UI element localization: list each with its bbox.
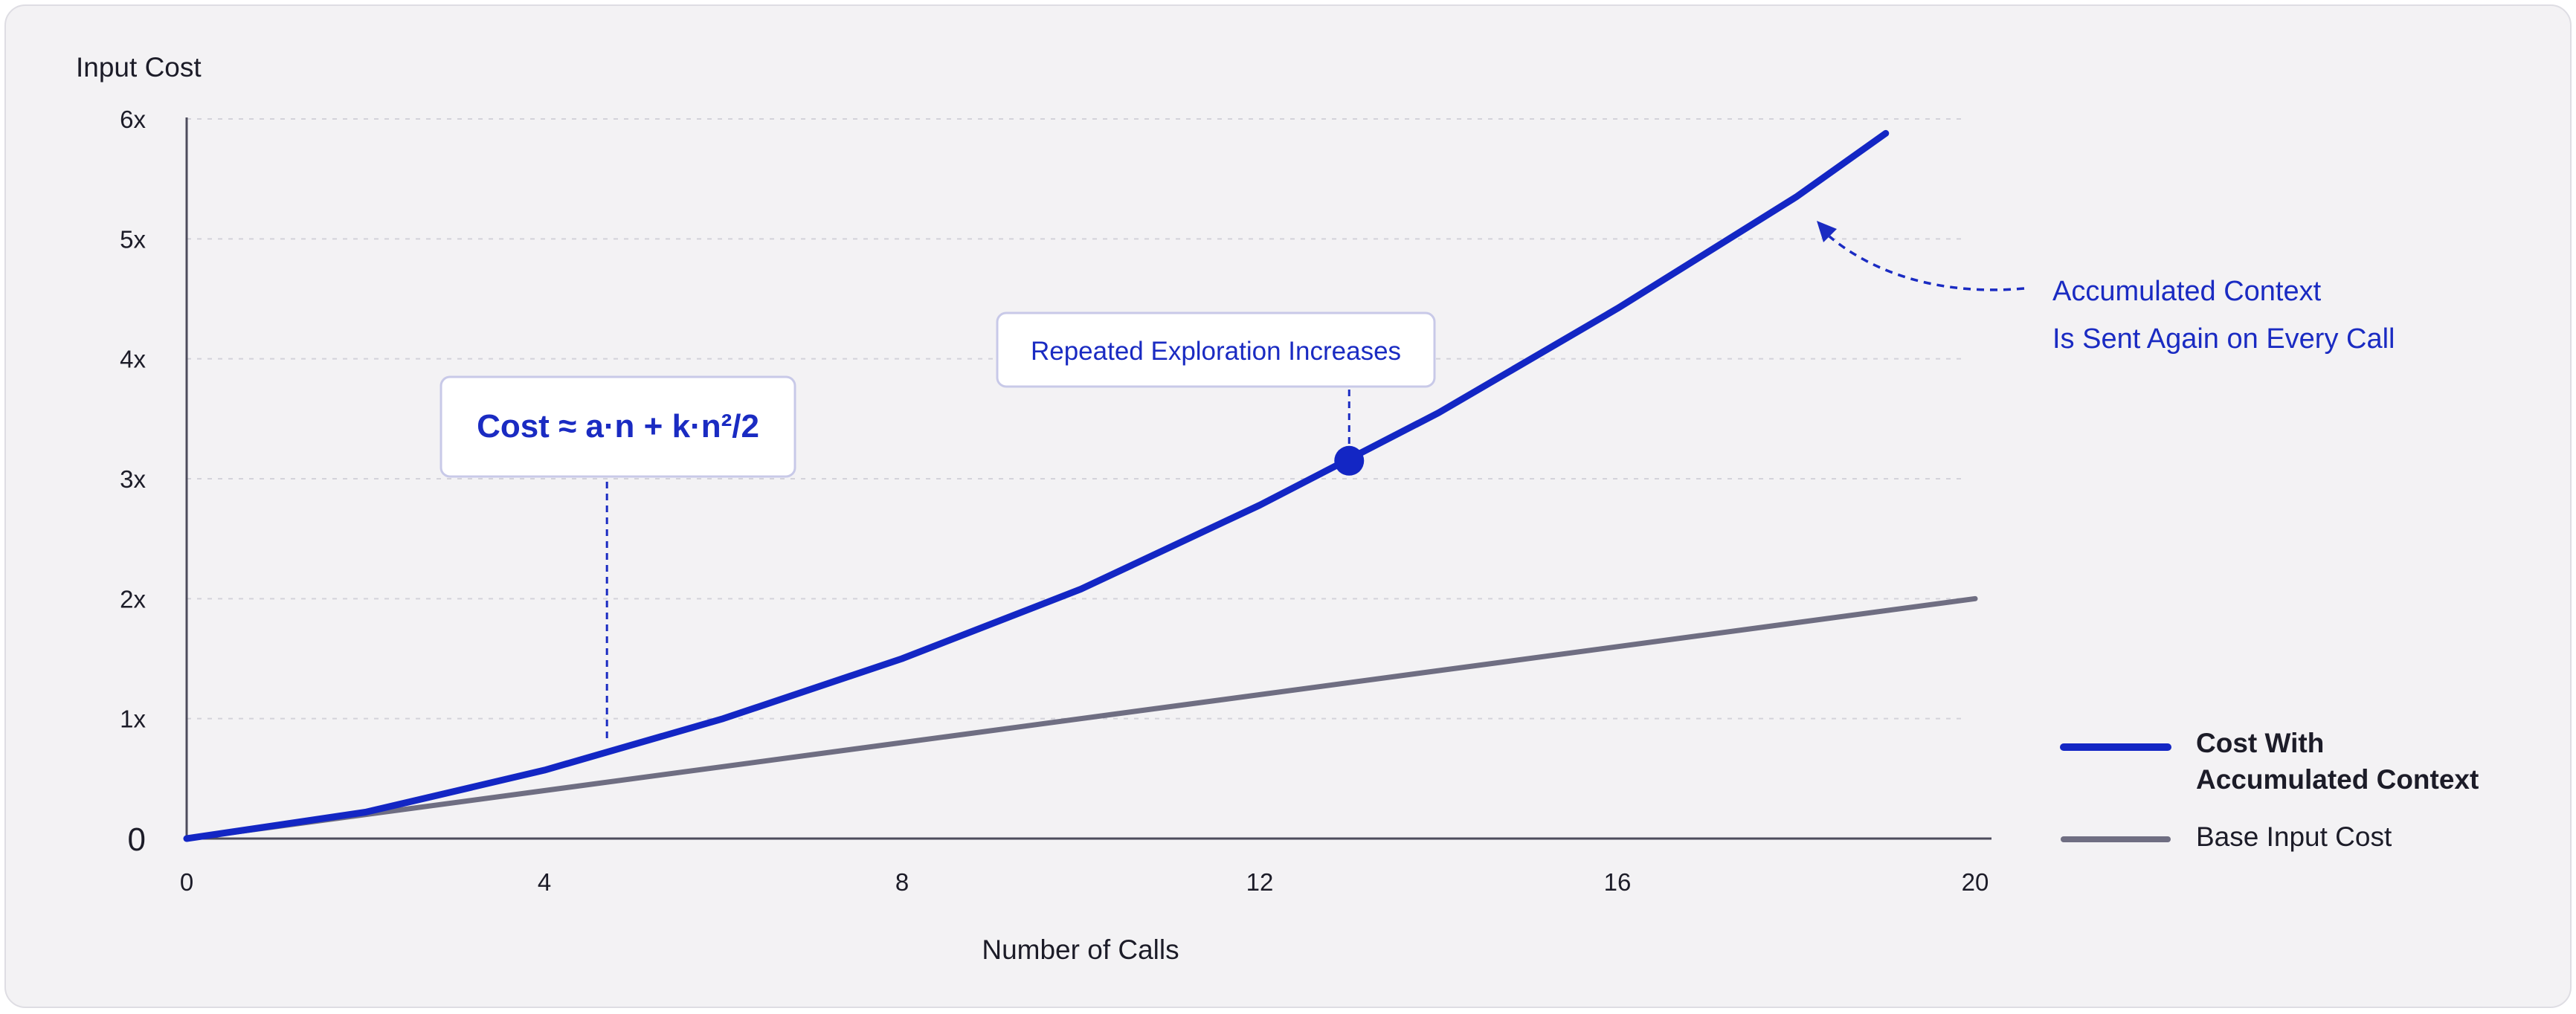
annotations: Cost ≈ a·n + k·n²/2 Repeated Exploration …	[439, 221, 2395, 741]
y-tick-label: 1x	[120, 705, 146, 733]
x-tick-label: 20	[1962, 868, 1989, 896]
y-tick-label: 4x	[120, 346, 146, 373]
series-lines	[183, 129, 1978, 842]
legend: Cost With Accumulated Context Base Input C…	[2060, 728, 2479, 852]
accumulated-text-line: Is Sent Again on Every Call	[2052, 323, 2395, 355]
series-line-accumulated	[183, 129, 1890, 842]
y-tick-label: 5x	[120, 225, 146, 253]
accumulated-text-line: Accumulated Context	[2052, 276, 2322, 307]
legend-label: Base Input Cost	[2196, 821, 2392, 852]
y-tick-label: 0	[128, 821, 146, 858]
y-tick-label: 6x	[120, 106, 146, 133]
repeated-text: Repeated Exploration Increases	[1031, 337, 1401, 366]
x-tick-label: 16	[1604, 868, 1632, 896]
highlight-point	[1334, 445, 1365, 476]
accumulated-arrow-head	[1817, 221, 1837, 242]
legend-label: Cost With Accumulated Context	[2196, 728, 2479, 795]
formula-box	[439, 375, 796, 478]
axes	[185, 117, 1991, 840]
formula-text: Cost ≈ a·n + k·n²/2	[477, 408, 759, 445]
y-tick-label: 3x	[120, 465, 146, 493]
x-axis-title: Number of Calls	[982, 934, 1179, 965]
x-tick-label: 8	[895, 868, 909, 896]
x-tick-label: 4	[538, 868, 551, 896]
series-line-base	[184, 595, 1978, 842]
y-tick-label: 2x	[120, 585, 146, 613]
y-axis-title: Input Cost	[76, 52, 202, 83]
accumulated-arrow-path	[1828, 235, 2025, 291]
tick-labels: 0 1x 2x 3x 4x 5x 6x 0 4 8 12 16 20	[120, 106, 1989, 896]
repeated-box	[996, 311, 1436, 388]
x-tick-label: 0	[180, 868, 193, 896]
x-tick-label: 12	[1246, 868, 1274, 896]
